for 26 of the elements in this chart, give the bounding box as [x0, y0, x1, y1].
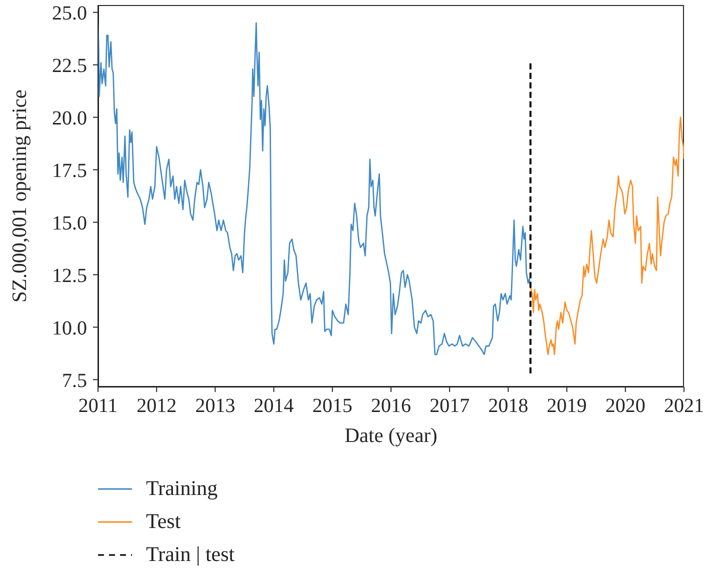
x-tick-label: 2019: [546, 395, 587, 418]
y-tick-label: 22.5: [52, 54, 87, 77]
y-tick-label: 25.0: [52, 2, 87, 24]
y-tick-label: 10.0: [52, 317, 87, 340]
x-tick-label: 2017: [430, 395, 470, 418]
y-tick-label: 20.0: [52, 107, 87, 130]
x-tick-label: 2015: [312, 395, 352, 418]
legend-label: Training: [146, 476, 218, 501]
x-tick-label: 2011: [78, 395, 118, 418]
line-series: [530, 116, 684, 356]
x-tick-label: 2014: [254, 395, 294, 418]
x-tick-label: 2016: [371, 395, 411, 418]
y-tick-label: 15.0: [52, 212, 87, 234]
x-tick-label: 2013: [195, 395, 236, 418]
legend-label: Test: [146, 509, 181, 534]
x-axis-title: Date (year): [344, 425, 438, 447]
x-tick-label: 2012: [136, 395, 177, 418]
x-tick-label: 2020: [605, 395, 646, 418]
line-series: [98, 22, 532, 356]
y-axis-title: SZ.000,001 opening price: [9, 90, 31, 302]
legend-label: Train | test: [146, 542, 235, 567]
x-tick-label: 2021: [664, 395, 704, 418]
x-tick-label: 2018: [488, 395, 528, 418]
y-tick-label: 7.5: [62, 370, 87, 392]
y-tick-label: 12.5: [52, 264, 87, 287]
y-tick-label: 17.5: [52, 160, 87, 182]
